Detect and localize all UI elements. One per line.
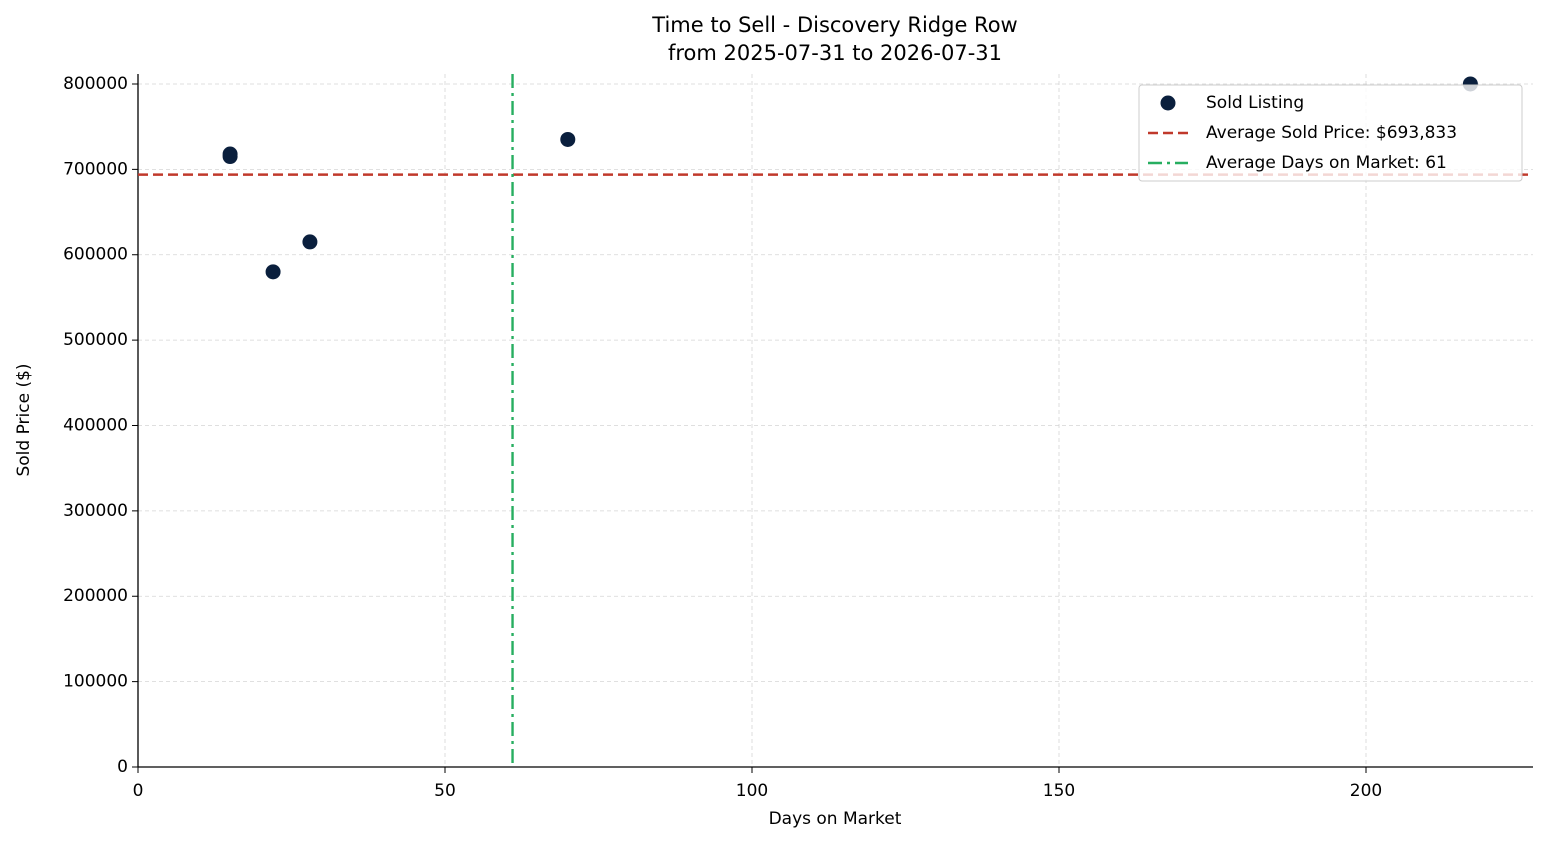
- scatter-point: [560, 131, 576, 147]
- legend-label: Average Sold Price: $693,833: [1206, 123, 1457, 143]
- legend-marker: [1160, 95, 1176, 111]
- scatter-point: [222, 149, 238, 165]
- x-tick-label: 100: [736, 781, 768, 801]
- scatter-point: [265, 264, 281, 280]
- x-axis-label: Days on Market: [769, 809, 902, 829]
- y-tick-label: 300000: [63, 501, 128, 521]
- y-tick-label: 400000: [63, 415, 128, 435]
- y-tick-label: 100000: [63, 672, 128, 692]
- x-tick-label: 0: [133, 781, 144, 801]
- chart-title: Time to Sell - Discovery Ridge Row: [651, 13, 1017, 37]
- y-tick-label: 0: [117, 757, 128, 777]
- x-tick-label: 200: [1350, 781, 1382, 801]
- x-tick-label: 150: [1043, 781, 1075, 801]
- x-tick-label: 50: [434, 781, 456, 801]
- y-tick-label: 600000: [63, 245, 128, 265]
- y-tick-label: 700000: [63, 159, 128, 179]
- legend-label: Average Days on Market: 61: [1206, 153, 1447, 173]
- chart-subtitle: from 2025-07-31 to 2026-07-31: [668, 41, 1002, 65]
- y-tick-label: 800000: [63, 74, 128, 94]
- y-axis-label: Sold Price ($): [14, 363, 34, 476]
- legend-label: Sold Listing: [1206, 93, 1304, 113]
- y-tick-label: 500000: [63, 330, 128, 350]
- y-tick-label: 200000: [63, 586, 128, 606]
- legend-box: [1138, 84, 1523, 182]
- scatter-point: [302, 234, 318, 250]
